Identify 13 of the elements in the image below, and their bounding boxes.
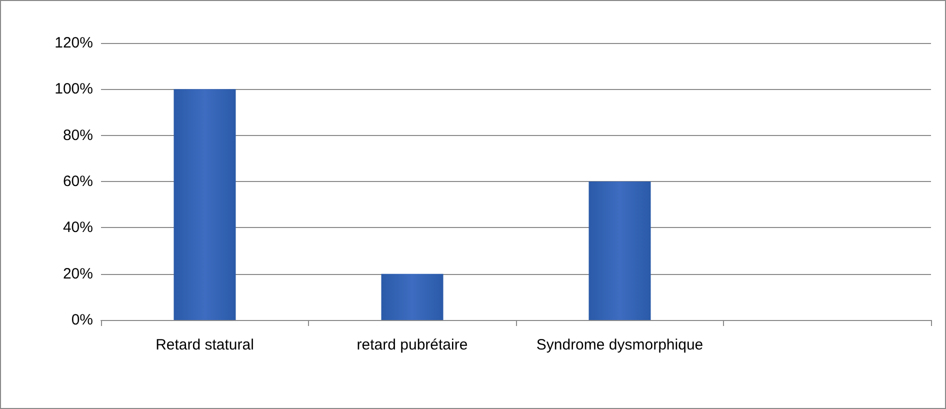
- y-tick-label: 0%: [71, 312, 93, 328]
- x-tick-label: Retard statural: [156, 336, 254, 354]
- bar: [174, 89, 236, 320]
- x-tick-label: Syndrome dysmorphique: [536, 336, 704, 354]
- y-tick-label: 20%: [62, 265, 93, 282]
- y-tick-label: 60%: [62, 173, 93, 190]
- bar: [381, 274, 444, 320]
- y-tick-label: 100%: [54, 80, 93, 98]
- y-tick-label: 80%: [62, 126, 93, 144]
- y-tick-label: 40%: [62, 219, 93, 236]
- bar: [588, 182, 651, 320]
- x-tick-label: retard pubrétaire: [356, 336, 468, 354]
- y-tick-label: 120%: [54, 34, 93, 52]
